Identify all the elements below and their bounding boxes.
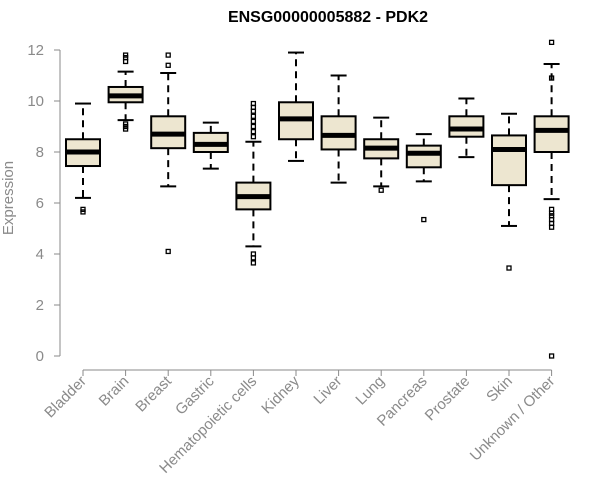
outlier-point <box>250 260 257 266</box>
outlier-point <box>165 248 171 255</box>
box-lung <box>363 116 400 193</box>
box-brain <box>107 52 144 132</box>
x-tick-label: Skin <box>483 373 516 406</box>
x-tick-label: Brain <box>96 373 133 410</box>
outlier-point <box>250 100 257 107</box>
box-liver <box>320 74 357 184</box>
box-hematopoietic-cells <box>235 100 272 266</box>
box-bladder <box>65 102 101 215</box>
y-axis-label: Expression <box>0 161 17 235</box>
iqr-box <box>448 115 485 138</box>
x-tick-label: Prostate <box>422 373 474 425</box>
axes: 0 2 4 6 8 10 12 <box>27 42 552 371</box>
iqr-box <box>491 134 527 187</box>
y-tick-label: 2 <box>36 297 44 314</box>
outlier-point <box>122 121 129 127</box>
iqr-box <box>533 115 570 154</box>
outlier-point <box>165 52 171 58</box>
y-tick-label: 12 <box>27 42 44 59</box>
outlier-point <box>506 265 512 271</box>
x-tick-label: Breast <box>132 372 175 415</box>
outlier-point <box>548 353 555 359</box>
outlier-point <box>250 128 257 135</box>
y-tick-label: 4 <box>36 246 44 263</box>
outlier-point <box>122 52 129 58</box>
box-breast <box>150 52 187 255</box>
y-tick-label: 0 <box>36 348 44 365</box>
y-tick-label: 10 <box>27 93 44 110</box>
box-kidney <box>278 51 314 162</box>
outlier-point <box>548 206 555 213</box>
x-tick-label: Kidney <box>258 372 303 417</box>
outlier-point <box>548 39 555 45</box>
box-unknown-other <box>533 39 570 359</box>
outlier-point <box>250 123 257 130</box>
boxes-layer <box>65 39 570 359</box>
iqr-box <box>405 144 442 169</box>
box-prostate <box>448 97 485 159</box>
outlier-point <box>378 187 384 193</box>
x-tick-label: Lung <box>352 373 388 409</box>
outlier-point <box>250 113 257 119</box>
box-skin <box>491 112 527 271</box>
y-tick-label: 6 <box>36 195 44 212</box>
y-tick-label: 8 <box>36 144 44 161</box>
box-gastric <box>192 121 229 170</box>
outlier-point <box>548 75 555 81</box>
outlier-point <box>250 134 257 140</box>
outlier-point <box>421 216 427 223</box>
outlier-point <box>80 206 86 213</box>
x-tick-label: Liver <box>310 373 345 408</box>
outlier-point <box>250 251 257 257</box>
x-tick-label: Bladder <box>41 373 90 422</box>
outlier-point <box>165 62 171 68</box>
outlier-point <box>250 118 257 125</box>
chart-title: ENSG00000005882 - PDK2 <box>228 9 428 26</box>
box-pancreas <box>405 133 442 223</box>
iqr-box <box>320 115 357 151</box>
